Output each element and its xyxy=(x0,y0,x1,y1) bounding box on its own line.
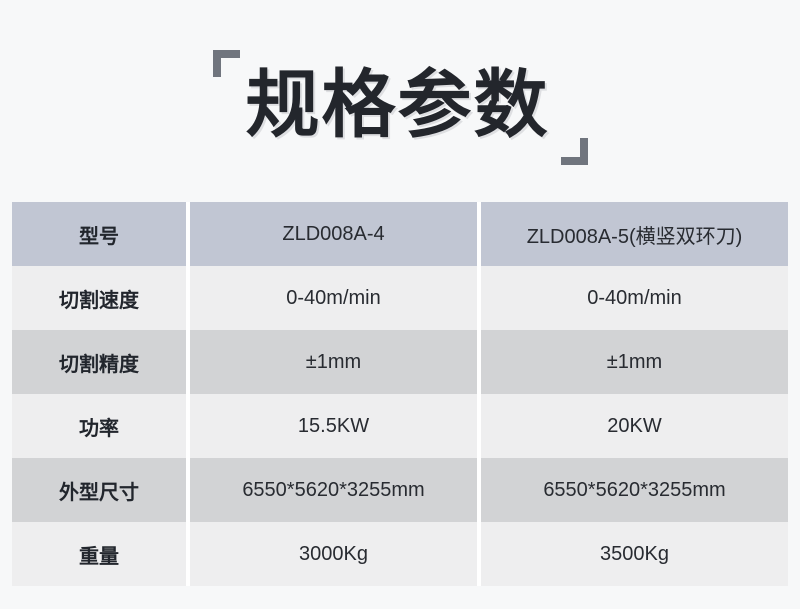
corner-bracket-bottom-right-icon xyxy=(560,138,588,166)
spec-label-cell: 外型尺寸 xyxy=(12,458,186,523)
page-title: 规格参数 xyxy=(245,63,550,146)
spec-value-cell: 0-40m/min xyxy=(190,266,477,331)
spec-value-cell: 3000Kg xyxy=(190,522,477,587)
spec-value-cell: 0-40m/min xyxy=(481,266,788,331)
corner-bracket-top-left-icon xyxy=(212,50,240,77)
spec-label-cell: 切割精度 xyxy=(12,330,186,395)
spec-value-cell: ZLD008A-5(横竖双环刀) xyxy=(481,202,788,267)
spec-label-cell: 型号 xyxy=(12,202,186,267)
spec-label-cell: 功率 xyxy=(12,394,186,459)
spec-value-cell: 20KW xyxy=(481,394,788,459)
spec-value-cell: 6550*5620*3255mm xyxy=(481,458,788,523)
spec-value-cell: ±1mm xyxy=(190,330,477,395)
spec-value-cell: 6550*5620*3255mm xyxy=(190,458,477,523)
spec-value-cell: 15.5KW xyxy=(190,394,477,459)
spec-label-cell: 切割速度 xyxy=(12,266,186,331)
section-title-block: 规格参数 xyxy=(212,50,588,166)
spec-table: 型号 ZLD008A-4 ZLD008A-5(横竖双环刀) 切割速度 0-40m… xyxy=(12,202,788,587)
spec-label-cell: 重量 xyxy=(12,522,186,587)
spec-value-cell: 3500Kg xyxy=(481,522,788,587)
spec-value-cell: ZLD008A-4 xyxy=(190,202,477,267)
spec-value-cell: ±1mm xyxy=(481,330,788,395)
